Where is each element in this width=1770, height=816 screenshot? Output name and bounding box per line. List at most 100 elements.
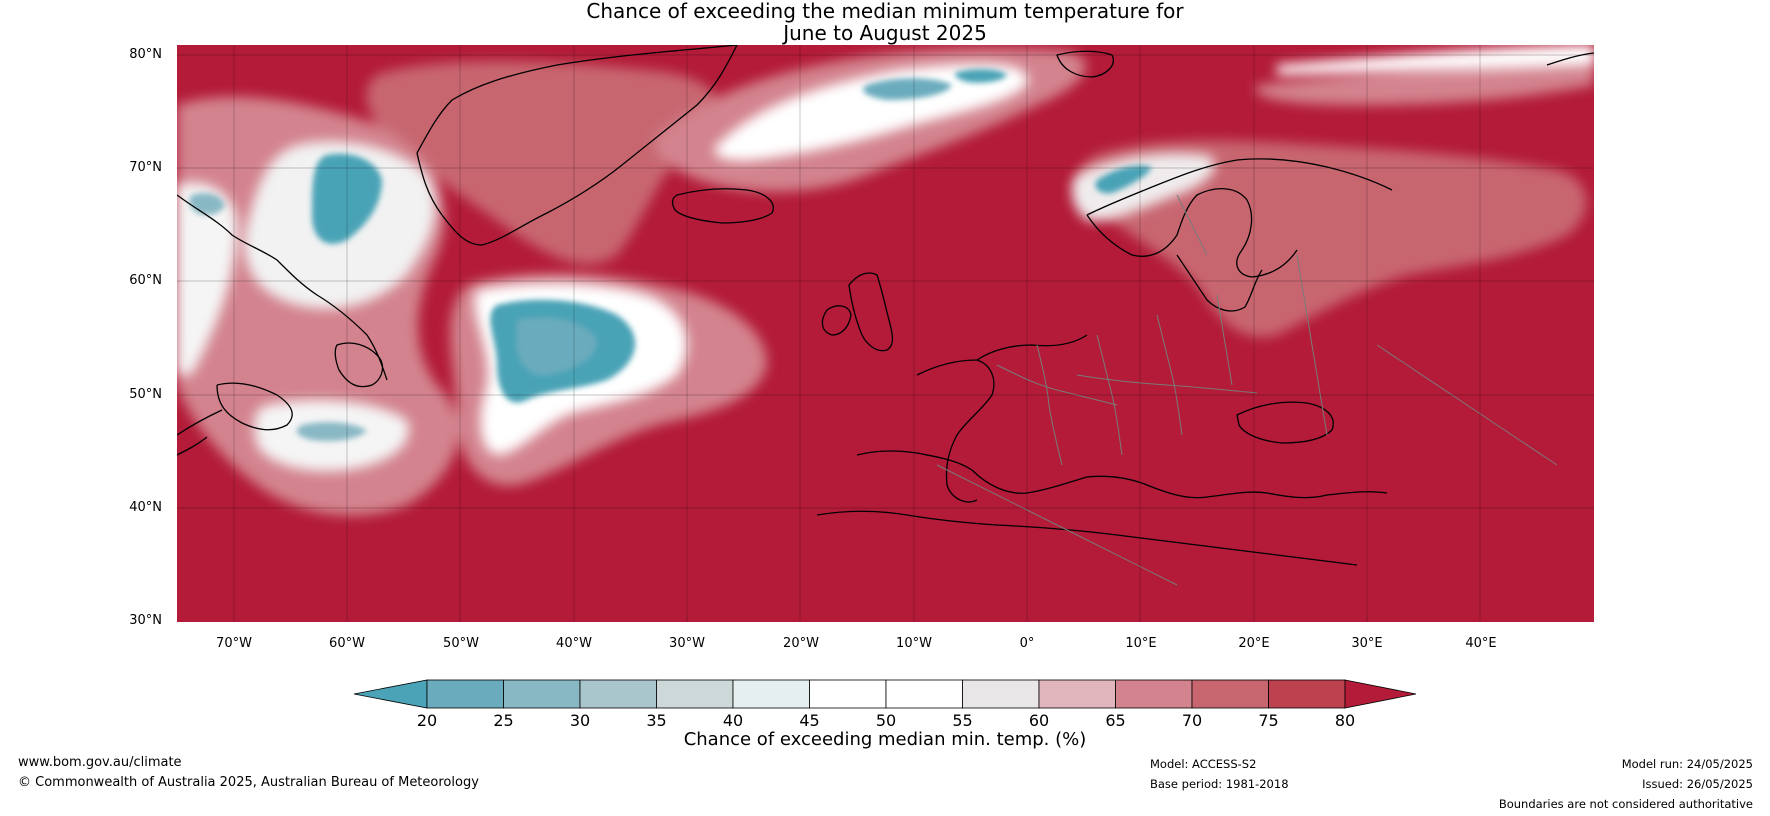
border-8 bbox=[1176, 194, 1208, 256]
colorbar-segment bbox=[1115, 679, 1193, 709]
svalbard-coastline bbox=[1056, 50, 1114, 78]
norway-blue-zone bbox=[1095, 165, 1152, 194]
colorbar-tick-label: 45 bbox=[799, 711, 819, 730]
border-10 bbox=[1376, 344, 1558, 466]
labrador-coastline bbox=[177, 194, 388, 381]
border-3 bbox=[1096, 334, 1123, 456]
footer-model-run: Model run: 24/05/2025 bbox=[1621, 757, 1753, 771]
colorbar-label: Chance of exceeding median min. temp. (%… bbox=[684, 729, 1087, 750]
greenland-coastline bbox=[416, 45, 738, 246]
colorbar-segment bbox=[656, 679, 734, 709]
colorbar-tick-label: 30 bbox=[570, 711, 590, 730]
lon-label-70w: 70°W bbox=[216, 636, 252, 651]
lon-label-20e: 20°E bbox=[1238, 636, 1270, 651]
north-atlantic-white-zone bbox=[714, 63, 1029, 161]
lon-label-0: 0° bbox=[1019, 636, 1035, 651]
mediterranean-coastline bbox=[856, 450, 1388, 499]
svalbard-sea-blue-zone bbox=[863, 78, 952, 100]
colorbar-tick-label: 35 bbox=[646, 711, 666, 730]
norway-white-zone bbox=[1071, 153, 1216, 221]
colorbar: 20 25 30 35 40 45 50 55 60 65 70 75 80 Chance of exc… bbox=[353, 679, 1417, 750]
lat-label-70n: 70°N bbox=[129, 160, 162, 175]
lat-label-30n: 30°N bbox=[129, 613, 162, 628]
colorbar-segment bbox=[1268, 679, 1346, 709]
footer-disclaimer: Boundaries are not considered authoritat… bbox=[1498, 797, 1753, 811]
colorbar-tick-label: 65 bbox=[1105, 711, 1125, 730]
colorbar-segment bbox=[1191, 679, 1269, 709]
baltic-coastline bbox=[1176, 254, 1263, 312]
colorbar-extension-low bbox=[353, 679, 428, 709]
ireland-coastline bbox=[821, 305, 852, 336]
colorbar-tick-label: 40 bbox=[723, 711, 743, 730]
iceland-coastline bbox=[671, 188, 774, 224]
colorbar-tick-label: 25 bbox=[493, 711, 513, 730]
uk-coastline bbox=[848, 272, 894, 352]
probability-map bbox=[177, 45, 1594, 622]
border-4 bbox=[1156, 314, 1183, 436]
coastlines bbox=[177, 45, 1594, 566]
colorbar-segment bbox=[885, 679, 963, 709]
us-east-coastline bbox=[177, 409, 223, 456]
colorbar-segment bbox=[809, 679, 887, 709]
footer-base-period: Base period: 1981-2018 bbox=[1150, 777, 1289, 791]
atlantic-blue-zone-inner bbox=[517, 317, 597, 376]
colorbar-tick-label: 80 bbox=[1335, 711, 1355, 730]
footer-issued: Issued: 26/05/2025 bbox=[1642, 777, 1753, 791]
arctic-white-zone bbox=[1277, 45, 1594, 75]
colorbar-extension-high bbox=[1344, 679, 1417, 709]
nova-scotia-coastline bbox=[216, 382, 293, 431]
lon-label-60w: 60°W bbox=[329, 636, 365, 651]
colorbar-segment bbox=[962, 679, 1040, 709]
nova-scotia-blue-zone bbox=[296, 422, 367, 442]
footer-website: www.bom.gov.au/climate bbox=[18, 755, 182, 770]
lon-label-10e: 10°E bbox=[1125, 636, 1157, 651]
footer-copyright: © Commonwealth of Australia 2025, Austra… bbox=[18, 775, 479, 790]
lat-label-50n: 50°N bbox=[129, 387, 162, 402]
scandinavia-coastline bbox=[1086, 158, 1393, 278]
colorbar-tick-label: 75 bbox=[1258, 711, 1278, 730]
lon-label-20w: 20°W bbox=[783, 636, 819, 651]
colorbar-tick-label: 50 bbox=[876, 711, 896, 730]
novaya-zemlya-coastline bbox=[1546, 52, 1594, 66]
colorbar-segment bbox=[579, 679, 657, 709]
border-1 bbox=[996, 364, 1118, 406]
lon-label-40w: 40°W bbox=[556, 636, 592, 651]
colorbar-tick-label: 55 bbox=[952, 711, 972, 730]
colorbar-segment bbox=[732, 679, 810, 709]
border-9 bbox=[936, 464, 1178, 586]
lon-label-50w: 50°W bbox=[443, 636, 479, 651]
north-africa-coastline bbox=[816, 510, 1358, 566]
colorbar-tick-label: 60 bbox=[1029, 711, 1049, 730]
europe-west-coastline bbox=[916, 334, 1088, 503]
colorbar-tick-label: 70 bbox=[1182, 711, 1202, 730]
scandinavia-zone bbox=[1078, 140, 1587, 337]
black-sea-coastline bbox=[1236, 401, 1334, 444]
lon-label-40e: 40°E bbox=[1465, 636, 1497, 651]
lon-label-30e: 30°E bbox=[1351, 636, 1383, 651]
lon-label-10w: 10°W bbox=[896, 636, 932, 651]
colorbar-tick-label: 20 bbox=[417, 711, 437, 730]
footer-model: Model: ACCESS-S2 bbox=[1150, 757, 1257, 771]
colorbar-ticks: 20 25 30 35 40 45 50 55 60 65 70 75 80 bbox=[417, 711, 1355, 730]
probability-zones-low bbox=[189, 69, 1152, 442]
border-7 bbox=[1296, 254, 1328, 436]
colorbar-segment bbox=[1038, 679, 1116, 709]
davis-strait-blue-zone bbox=[312, 153, 382, 244]
lat-label-60n: 60°N bbox=[129, 273, 162, 288]
svalbard-sea-blue-zone-2 bbox=[955, 69, 1007, 83]
map-title-line-2: June to August 2025 bbox=[783, 21, 987, 45]
colorbar-segment bbox=[426, 679, 504, 709]
border-5 bbox=[1076, 374, 1258, 394]
colorbar-segment bbox=[503, 679, 581, 709]
graticule bbox=[177, 45, 1594, 622]
lat-label-40n: 40°N bbox=[129, 500, 162, 515]
country-borders bbox=[936, 194, 1558, 586]
colorbar-segments bbox=[353, 679, 1417, 709]
map-title-line-1: Chance of exceeding the median minimum t… bbox=[586, 0, 1184, 23]
lat-label-80n: 80°N bbox=[129, 47, 162, 62]
newfoundland-coastline bbox=[334, 342, 384, 388]
canada-west-white-zone bbox=[177, 182, 237, 377]
border-2 bbox=[1036, 344, 1063, 466]
lon-label-30w: 30°W bbox=[669, 636, 705, 651]
